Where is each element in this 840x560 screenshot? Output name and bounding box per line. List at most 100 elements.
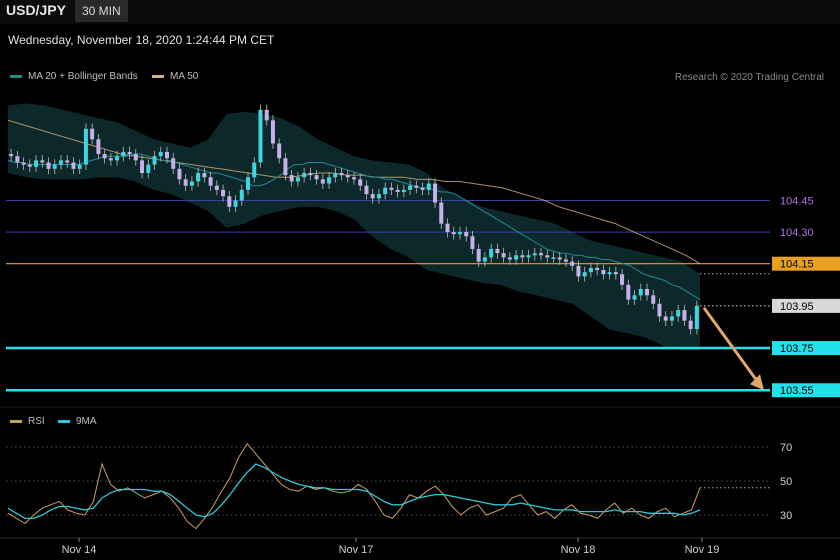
candle-body	[376, 194, 381, 199]
candle-body	[676, 310, 681, 317]
candle-body	[327, 177, 332, 184]
rsi-ma-line	[7, 463, 701, 520]
rsi-tick-30: 30	[780, 510, 792, 522]
level-box-103.55	[772, 383, 840, 398]
candle-body	[663, 316, 668, 321]
candle-body	[90, 128, 95, 140]
interval-selector[interactable]: 30 MIN	[75, 0, 128, 22]
candle-body	[314, 175, 319, 180]
candle-body	[108, 158, 113, 161]
candle-body	[582, 272, 587, 277]
candle-body	[451, 232, 456, 235]
candle-body	[196, 173, 201, 182]
candle-body	[21, 162, 26, 165]
level-label-103.95: 103.95	[780, 301, 814, 313]
candle-body	[158, 151, 163, 157]
candle-body	[457, 232, 462, 235]
candle-body	[414, 185, 419, 188]
candle-body	[152, 156, 157, 165]
candle-body	[208, 177, 213, 186]
top-bar: USD/JPY 30 MIN	[0, 0, 840, 24]
candle-body	[146, 164, 151, 174]
candle-body	[252, 162, 257, 178]
credit-text: Research © 2020 Trading Central	[674, 72, 824, 83]
candle-body	[464, 232, 469, 237]
candle-body	[383, 187, 388, 195]
candle-body	[638, 289, 643, 296]
candle-body	[389, 187, 394, 190]
candle-body	[420, 187, 425, 190]
candle-body	[115, 156, 120, 161]
candle-body	[239, 189, 244, 201]
candle-body	[557, 257, 562, 260]
candle-body	[77, 164, 82, 169]
candle-body	[408, 185, 413, 190]
candle-body	[526, 255, 531, 258]
candle-body	[58, 160, 63, 165]
bollinger-band	[8, 103, 700, 351]
candle-body	[626, 284, 631, 300]
candle-body	[52, 164, 57, 169]
candle-body	[688, 320, 693, 330]
forecast-arrow-head	[750, 374, 764, 391]
candle-body	[445, 223, 450, 233]
candle-body	[613, 272, 618, 275]
candle-body	[96, 139, 101, 155]
candle-body	[426, 183, 431, 190]
candle-body	[489, 248, 494, 258]
x-label-3: Nov 19	[685, 544, 720, 556]
candle-body	[283, 158, 288, 176]
candle-body	[302, 173, 307, 178]
candle-body	[270, 120, 275, 144]
legend-label: MA 50	[170, 71, 199, 82]
legend-swatch	[152, 74, 164, 78]
legend-swatch	[58, 419, 70, 423]
candle-body	[657, 303, 662, 317]
candle-body	[532, 253, 537, 256]
candle-body	[83, 128, 88, 165]
level-box-103.75	[772, 341, 840, 356]
candle-body	[470, 236, 475, 249]
candle-body	[221, 189, 226, 197]
candle-body	[539, 253, 544, 256]
candle-body	[595, 267, 600, 271]
candle-body	[669, 316, 674, 321]
candle-body	[545, 255, 550, 258]
candle-body	[246, 177, 251, 190]
candle-body	[65, 160, 70, 163]
candle-body	[651, 295, 656, 304]
candle-body	[370, 194, 375, 199]
candle-body	[401, 189, 406, 193]
candle-body	[15, 156, 20, 163]
level-label-104.30: 104.30	[780, 227, 814, 239]
x-label-1: Nov 17	[339, 544, 374, 556]
legend-ma50[interactable]: MA 50	[152, 71, 198, 82]
legend-rsi[interactable]: RSI	[10, 416, 45, 427]
candle-body	[34, 160, 39, 167]
candle-body	[227, 196, 232, 207]
timestamp: Wednesday, November 18, 2020 1:24:44 PM …	[8, 33, 275, 47]
rsi-tick-70: 70	[780, 442, 792, 454]
candle-body	[345, 175, 350, 178]
candle-body	[632, 295, 637, 300]
candle-body	[495, 248, 500, 254]
candle-body	[607, 272, 612, 275]
candle-body	[601, 270, 606, 275]
candle-body	[563, 259, 568, 262]
candle-body	[320, 179, 325, 184]
candle-body	[645, 289, 650, 296]
candle-body	[277, 143, 282, 159]
candle-body	[439, 202, 444, 224]
candle-body	[352, 177, 356, 180]
level-label-103.55: 103.55	[780, 385, 814, 397]
candle-body	[308, 173, 313, 176]
candle-body	[295, 177, 300, 182]
legend-9ma[interactable]: 9MA	[58, 416, 97, 427]
candle-body	[364, 185, 369, 195]
candle-body	[682, 310, 687, 321]
candle-body	[333, 173, 338, 178]
candle-body	[514, 255, 519, 260]
rsi-tick-50: 50	[780, 476, 792, 488]
legend-ma20[interactable]: MA 20 + Bollinger Bands	[10, 71, 138, 82]
